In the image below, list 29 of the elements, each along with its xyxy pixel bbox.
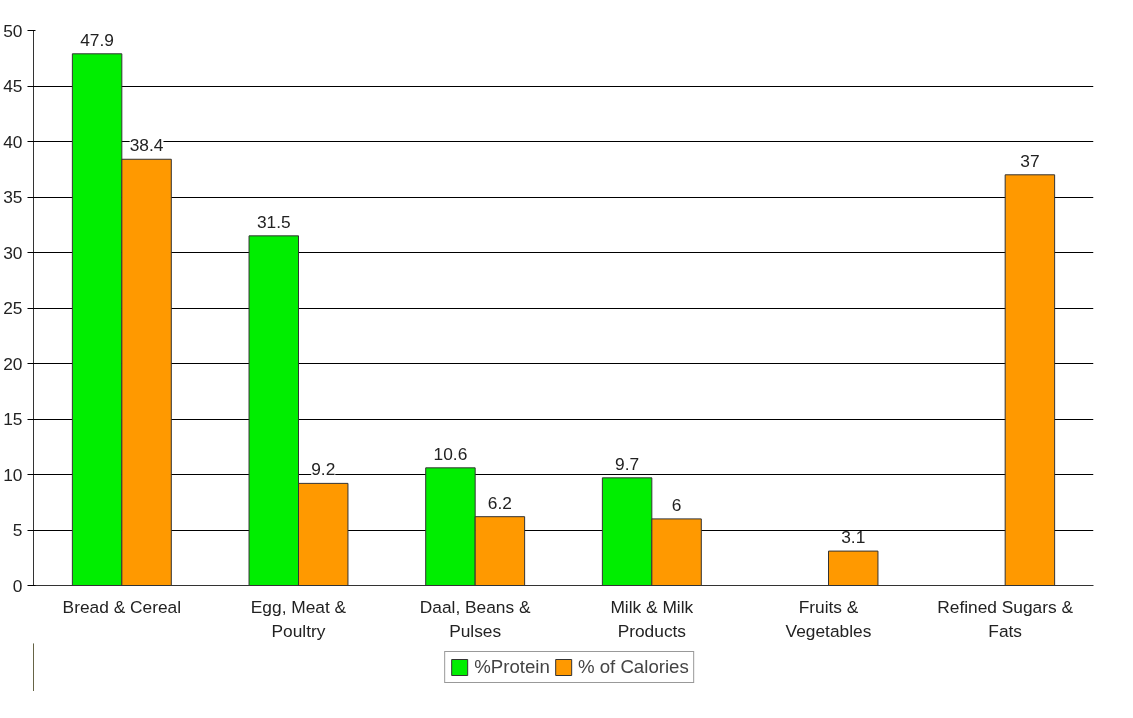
data-label: 9.7 [615, 453, 640, 474]
data-label: 47.9 [80, 29, 114, 50]
data-label: 37 [1020, 150, 1040, 171]
y-tick-label: 0 [12, 575, 23, 596]
data-label: 38.4 [129, 135, 164, 156]
y-tick-label: 35 [3, 187, 23, 207]
y-tick-label: 5 [12, 520, 23, 540]
data-label: 10.6 [433, 443, 468, 464]
data-label: 31.5 [256, 211, 291, 232]
y-tick-label: 30 [3, 242, 23, 263]
y-tick-label: 15 [3, 409, 23, 429]
data-label: 9.2 [311, 459, 336, 480]
data-label: 6.2 [487, 492, 512, 513]
y-tick-label: 50 [3, 20, 23, 41]
y-tick-label: 45 [3, 76, 23, 96]
y-tick-label: 10 [3, 464, 23, 485]
legend-label: % of Calories [577, 656, 689, 678]
x-tick-label: Bread & Cereal [62, 596, 182, 617]
y-tick-label: 25 [3, 298, 23, 318]
data-label: 3.1 [841, 527, 866, 548]
legend-label: %Protein [474, 656, 550, 678]
y-tick-label: 20 [3, 353, 23, 374]
y-tick-label: 40 [3, 131, 23, 152]
x-tick-label: Fruits & Vegetables [785, 596, 872, 641]
x-tick-label: Daal, Beans & Pulses [419, 596, 531, 641]
x-tick-label: Refined Sugars & Fats [937, 596, 1074, 641]
x-tick-label: Milk & Milk Products [610, 596, 694, 641]
data-label: 6 [671, 494, 682, 515]
x-tick-label: Egg, Meat & Poultry [250, 596, 347, 641]
